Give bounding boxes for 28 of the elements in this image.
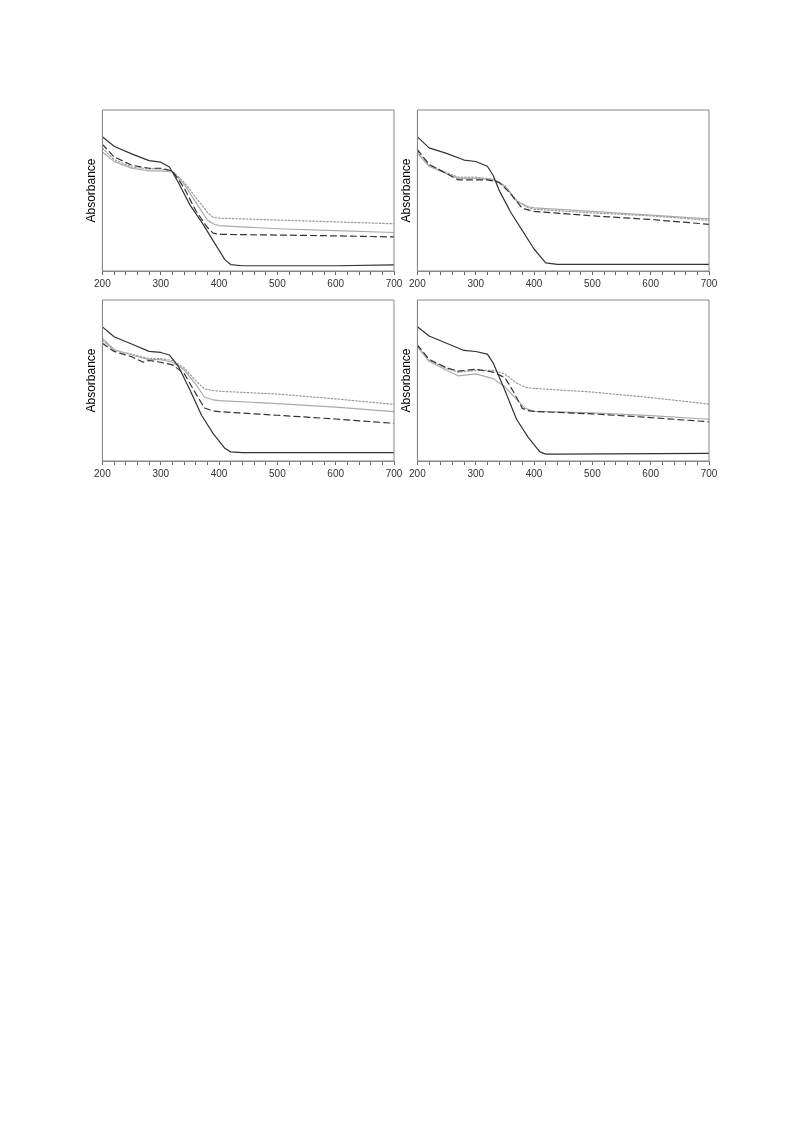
x-tick-label: 200: [94, 467, 112, 479]
x-tick-label: 500: [584, 277, 602, 289]
x-tick-label: 700: [700, 467, 718, 479]
y-axis-title: Absorbance: [398, 348, 413, 413]
y-axis-title: Absorbance: [398, 158, 413, 223]
y-axis-title: Absorbance: [83, 158, 98, 223]
x-tick-label: 200: [409, 277, 427, 289]
x-tick-label: 400: [525, 277, 543, 289]
x-tick-label: 600: [327, 467, 345, 479]
y-axis-title: Absorbance: [83, 348, 98, 413]
x-tick-label: 700: [385, 277, 403, 289]
x-tick-label: 400: [210, 467, 228, 479]
x-tick-label: 300: [467, 467, 485, 479]
x-tick-label: 400: [210, 277, 228, 289]
x-tick-label: 500: [269, 467, 287, 479]
x-tick-label: 300: [152, 467, 170, 479]
x-tick-label: 200: [94, 277, 112, 289]
x-tick-label: 300: [467, 277, 485, 289]
x-tick-label: 400: [525, 467, 543, 479]
x-tick-label: 600: [642, 277, 660, 289]
x-tick-label: 500: [584, 467, 602, 479]
x-tick-label: 500: [269, 277, 287, 289]
x-tick-label: 700: [700, 277, 718, 289]
x-tick-label: 600: [327, 277, 345, 289]
x-tick-label: 200: [409, 467, 427, 479]
x-tick-label: 600: [642, 467, 660, 479]
x-tick-label: 300: [152, 277, 170, 289]
x-tick-label: 700: [385, 467, 403, 479]
